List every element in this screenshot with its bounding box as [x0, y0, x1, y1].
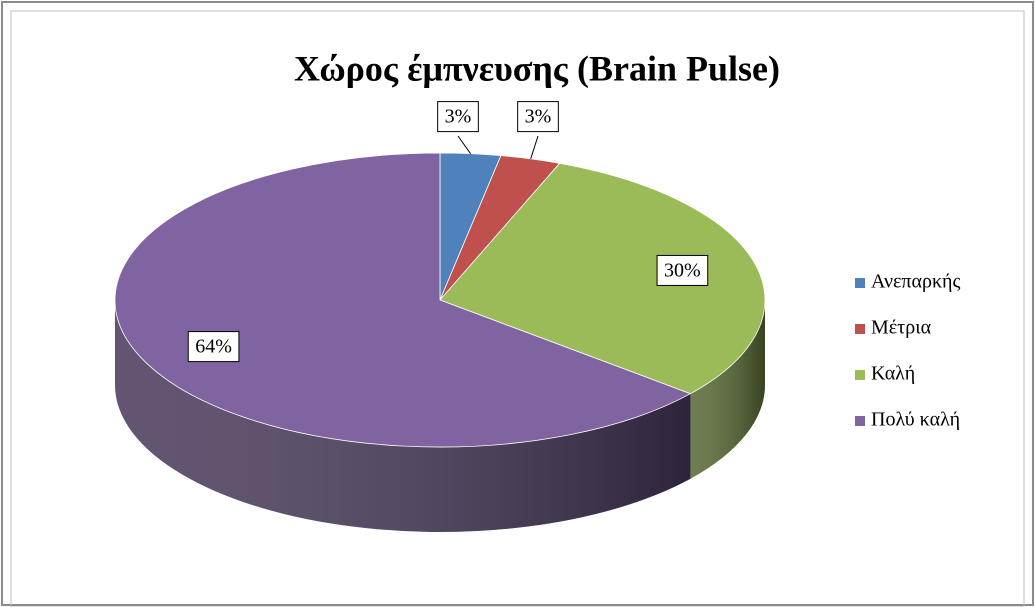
data-label: 30% [664, 259, 701, 281]
legend-swatch [855, 278, 865, 288]
inner-frame [10, 10, 1025, 607]
data-label: 3% [525, 106, 552, 128]
legend-swatch [855, 416, 865, 426]
data-label: 3% [445, 106, 472, 128]
slice [114, 152, 692, 448]
legend-label: Καλή [871, 363, 915, 385]
chart-title: Χώρος έμπνευσης (Brain Pulse) [294, 48, 780, 88]
leader-line [530, 135, 539, 159]
data-label-box [656, 254, 709, 286]
slice-side-shade [690, 300, 765, 479]
slice-side-shade [114, 300, 691, 532]
legend-label: Μέτρια [871, 317, 932, 339]
data-label-box [437, 101, 479, 133]
data-label: 64% [195, 336, 232, 358]
legend-label: Πολύ καλή [871, 409, 960, 431]
legend-swatch [855, 324, 865, 334]
legend-label: Ανεπαρκής [871, 271, 960, 293]
data-label-box [187, 331, 240, 363]
slice [439, 162, 766, 395]
legend-swatch [855, 370, 865, 380]
data-label-box [517, 101, 559, 133]
leader-line [457, 135, 471, 154]
